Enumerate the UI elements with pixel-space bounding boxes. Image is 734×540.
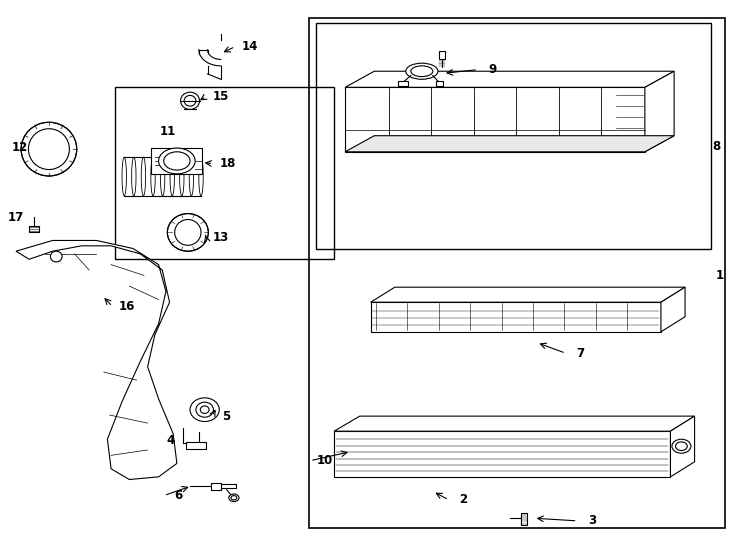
Bar bbox=[334, 431, 670, 477]
Bar bbox=[436, 81, 443, 86]
Bar bbox=[520, 513, 527, 525]
Text: 15: 15 bbox=[213, 90, 229, 103]
Text: 17: 17 bbox=[8, 211, 24, 224]
Text: 9: 9 bbox=[489, 63, 497, 76]
Bar bbox=[308, 17, 725, 528]
Text: 16: 16 bbox=[119, 300, 135, 313]
Bar bbox=[29, 226, 40, 232]
Bar bbox=[211, 483, 222, 490]
Ellipse shape bbox=[161, 157, 165, 196]
Ellipse shape bbox=[122, 157, 126, 196]
Text: 2: 2 bbox=[459, 494, 468, 507]
Ellipse shape bbox=[672, 439, 691, 453]
Ellipse shape bbox=[167, 214, 208, 251]
Text: 1: 1 bbox=[716, 269, 724, 282]
Ellipse shape bbox=[199, 157, 203, 196]
Ellipse shape bbox=[406, 63, 438, 79]
Text: 7: 7 bbox=[576, 347, 584, 360]
Text: 11: 11 bbox=[160, 125, 176, 138]
Bar bbox=[316, 23, 711, 248]
Bar bbox=[115, 87, 334, 259]
Polygon shape bbox=[645, 71, 674, 152]
Ellipse shape bbox=[150, 157, 155, 196]
Polygon shape bbox=[345, 71, 674, 87]
Bar bbox=[371, 302, 661, 332]
Text: 12: 12 bbox=[12, 141, 28, 154]
Polygon shape bbox=[670, 416, 694, 477]
Polygon shape bbox=[371, 287, 685, 302]
Text: 3: 3 bbox=[588, 515, 596, 528]
Text: 10: 10 bbox=[316, 454, 333, 467]
Bar bbox=[186, 442, 206, 449]
Ellipse shape bbox=[131, 157, 136, 196]
Ellipse shape bbox=[181, 92, 200, 110]
Ellipse shape bbox=[229, 494, 239, 502]
Polygon shape bbox=[345, 136, 674, 152]
Polygon shape bbox=[334, 416, 694, 431]
Text: 6: 6 bbox=[174, 489, 183, 502]
Ellipse shape bbox=[189, 157, 194, 196]
Ellipse shape bbox=[180, 157, 184, 196]
Polygon shape bbox=[661, 287, 685, 332]
Ellipse shape bbox=[159, 148, 195, 174]
Ellipse shape bbox=[190, 398, 219, 422]
Bar bbox=[222, 484, 236, 488]
Text: 4: 4 bbox=[167, 434, 175, 447]
Ellipse shape bbox=[21, 122, 77, 176]
Polygon shape bbox=[16, 240, 177, 480]
Text: 8: 8 bbox=[713, 140, 721, 153]
Ellipse shape bbox=[141, 157, 145, 196]
Text: 14: 14 bbox=[241, 40, 258, 53]
Text: 18: 18 bbox=[220, 157, 236, 170]
Bar bbox=[398, 82, 408, 86]
Bar bbox=[439, 51, 446, 59]
Text: 13: 13 bbox=[213, 231, 229, 244]
Bar bbox=[345, 87, 645, 152]
Text: 5: 5 bbox=[222, 410, 230, 423]
Ellipse shape bbox=[51, 251, 62, 262]
Bar bbox=[151, 147, 203, 174]
Ellipse shape bbox=[170, 157, 175, 196]
